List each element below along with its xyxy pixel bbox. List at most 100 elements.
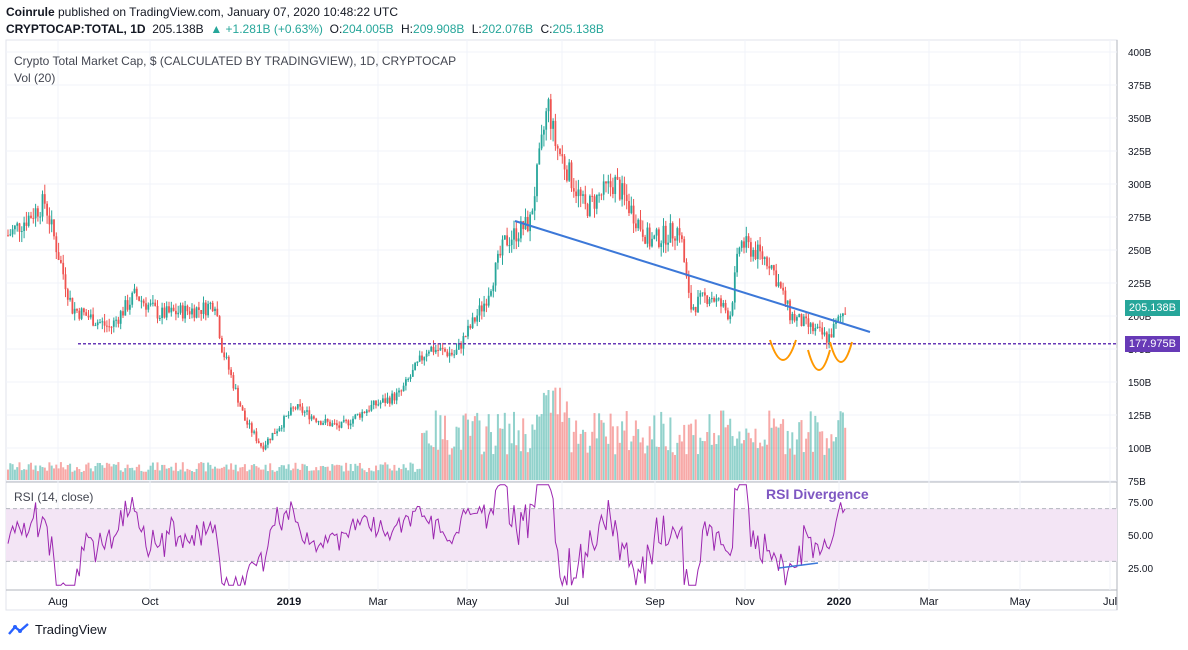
- volume-bar: [710, 444, 713, 480]
- candle-body: [50, 219, 53, 225]
- candle-body: [492, 285, 495, 292]
- candle-body: [754, 250, 757, 259]
- volume-bar: [669, 417, 672, 480]
- candle-body: [209, 302, 212, 304]
- candle-body: [154, 302, 157, 306]
- volume-bar: [158, 470, 161, 480]
- volume-bar: [220, 467, 223, 480]
- price-tick-label: 75B: [1128, 477, 1146, 488]
- candle-body: [632, 205, 635, 224]
- volume-bar: [844, 427, 847, 480]
- candle-body: [78, 310, 81, 319]
- volume-bar: [455, 426, 458, 480]
- candle-body: [533, 196, 536, 211]
- volume-bar: [692, 435, 695, 480]
- symbol-ohlc-line: CRYPTOCAP:TOTAL, 1D 205.138B ▲ +1.281B (…: [6, 21, 604, 38]
- candle-body: [745, 236, 748, 248]
- volume-bar: [476, 412, 479, 480]
- volume-bar: [809, 411, 812, 480]
- pattern-arc: [829, 341, 853, 363]
- volume-bar: [246, 471, 249, 480]
- support-price-tag: 177.975B: [1124, 335, 1180, 352]
- candle-body: [269, 438, 272, 441]
- volume-bar: [400, 469, 403, 480]
- candle-body: [706, 295, 709, 304]
- time-tick-label: Sep: [645, 596, 665, 608]
- candle-body: [156, 305, 159, 319]
- candle-body: [731, 302, 734, 316]
- volume-bar: [96, 462, 99, 480]
- candle-body: [552, 120, 554, 129]
- volume-bar: [223, 466, 226, 480]
- volume-bar: [59, 462, 62, 480]
- candle-body: [766, 257, 768, 267]
- candle-body: [338, 425, 341, 428]
- price-tick-label: 200B: [1128, 312, 1152, 323]
- candle-body: [188, 311, 191, 315]
- candle-body: [73, 308, 76, 314]
- candle-body: [365, 410, 368, 413]
- candle-body: [740, 241, 743, 248]
- volume-bar: [607, 443, 610, 480]
- candle-body: [773, 265, 775, 271]
- candle-body: [186, 305, 189, 312]
- volume-bar: [600, 420, 603, 480]
- volume-bar: [122, 471, 124, 480]
- volume-bar: [138, 464, 141, 480]
- volume-bar: [361, 468, 364, 480]
- candle-body: [520, 221, 522, 239]
- candle-body: [704, 292, 706, 296]
- volume-bar: [239, 467, 242, 480]
- volume-bar: [434, 410, 437, 480]
- volume-bar: [154, 469, 157, 480]
- symbol-label[interactable]: CRYPTOCAP:TOTAL, 1D: [6, 22, 146, 36]
- candle-body: [529, 214, 531, 232]
- candle-body: [329, 421, 331, 427]
- candle-body: [600, 194, 603, 196]
- volume-bar: [724, 427, 727, 480]
- publisher-name[interactable]: Coinrule: [6, 5, 55, 19]
- volume-bar: [526, 452, 529, 480]
- candle-body: [103, 321, 106, 326]
- volume-bar: [368, 467, 371, 480]
- candle-body: [699, 293, 702, 297]
- volume-bar: [584, 431, 587, 480]
- candle-body: [437, 349, 439, 351]
- candle-body: [697, 296, 699, 313]
- volume-bar: [375, 465, 377, 480]
- volume-bar: [421, 433, 423, 480]
- volume-bar: [92, 471, 95, 480]
- volume-bar: [296, 468, 299, 480]
- volume-bar: [471, 421, 474, 480]
- candle-body: [191, 308, 193, 315]
- volume-bar: [69, 463, 72, 480]
- candle-body: [543, 129, 545, 135]
- volume-bar: [193, 471, 196, 480]
- candle-body: [644, 236, 646, 244]
- volume-bar: [644, 453, 647, 480]
- tradingview-logo[interactable]: TradingView: [8, 622, 107, 637]
- volume-bar: [333, 465, 336, 480]
- volume-bar: [501, 428, 504, 480]
- volume-bar: [66, 465, 69, 480]
- volume-bar: [685, 454, 688, 480]
- candle-body: [501, 239, 504, 256]
- volume-bar: [570, 452, 573, 480]
- volume-bar: [317, 470, 320, 480]
- candle-body: [782, 287, 784, 291]
- volume-bar: [816, 422, 819, 480]
- volume-bar: [181, 462, 184, 480]
- candle-body: [115, 319, 117, 321]
- candle-body: [609, 181, 612, 188]
- volume-bar: [13, 469, 16, 480]
- volume-bar: [414, 471, 417, 480]
- candle-body: [621, 183, 623, 200]
- volume-bar: [450, 448, 453, 480]
- candle-body: [607, 181, 610, 184]
- volume-bar: [287, 464, 290, 480]
- candle-body: [416, 361, 419, 364]
- candle-body: [280, 427, 283, 429]
- volume-bar: [204, 471, 207, 480]
- volume-bar: [411, 463, 414, 480]
